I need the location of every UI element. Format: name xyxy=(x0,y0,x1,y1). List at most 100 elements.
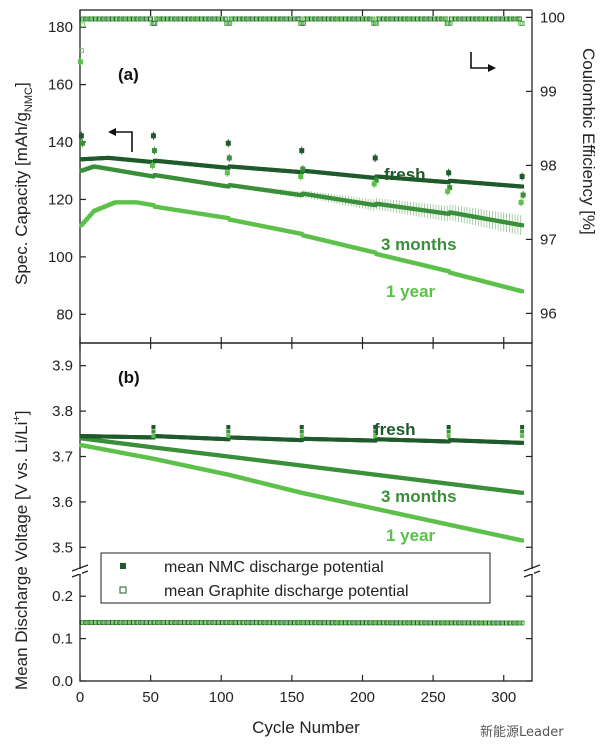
ce-baseline-point xyxy=(121,16,127,22)
graphite-potential-point xyxy=(211,620,217,626)
graphite-potential-point xyxy=(348,620,354,626)
graphite-potential-point xyxy=(355,620,361,626)
ce-baseline-point xyxy=(138,16,144,22)
ce-baseline-point xyxy=(214,16,220,22)
ce-baseline-point xyxy=(389,16,395,22)
graphite-potential-point xyxy=(354,620,360,626)
ce-baseline-point xyxy=(447,20,453,26)
ce-baseline-point xyxy=(406,16,412,22)
ce-point xyxy=(447,185,453,191)
graphite-potential-point xyxy=(101,620,107,625)
ce-baseline-point xyxy=(165,16,170,22)
graphite-potential-point xyxy=(495,620,501,626)
ce-baseline-point xyxy=(451,16,457,22)
graphite-potential-point xyxy=(467,620,473,626)
graphite-potential-point xyxy=(128,620,134,625)
ce-point xyxy=(226,155,232,161)
graphite-potential-point xyxy=(362,620,368,626)
label-fresh-b: fresh xyxy=(374,420,416,439)
graphite-potential-point xyxy=(447,620,453,626)
graphite-potential-point xyxy=(227,620,233,626)
ce-baseline-point xyxy=(112,16,118,22)
graphite-potential-point xyxy=(323,620,329,626)
graphite-potential-point xyxy=(278,620,283,626)
graphite-potential-point xyxy=(340,620,346,626)
ce-baseline-point xyxy=(369,16,375,22)
graphite-potential-point xyxy=(415,620,420,626)
graphite-potential-point xyxy=(511,620,517,626)
y-tick-label-a-right: 97 xyxy=(540,231,557,248)
ce-baseline-point xyxy=(153,16,159,22)
ce-baseline-point xyxy=(319,16,324,22)
graphite-potential-point xyxy=(228,620,234,626)
label-fresh-a: fresh xyxy=(384,165,426,184)
ce-baseline-point xyxy=(444,20,450,26)
ce-baseline-point xyxy=(317,16,323,22)
ce-baseline-point xyxy=(114,16,120,22)
ce-baseline-point xyxy=(101,16,107,22)
ce-baseline-point xyxy=(84,16,90,22)
graphite-potential-point xyxy=(224,620,230,626)
graphite-potential-point xyxy=(182,620,187,625)
graphite-potential-point xyxy=(518,620,524,626)
ce-baseline-point xyxy=(273,16,279,22)
ce-point xyxy=(520,192,526,198)
ce-baseline-point xyxy=(320,16,326,22)
y-tick-label-a-left: 140 xyxy=(48,134,73,151)
ce-baseline-point xyxy=(379,16,385,22)
ce-baseline-point xyxy=(100,16,105,22)
ce-baseline-point xyxy=(497,16,502,22)
graphite-potential-point xyxy=(295,620,300,626)
graphite-potential-point xyxy=(265,620,271,626)
y-tick-label-a-left: 120 xyxy=(48,191,73,208)
graphite-potential-point xyxy=(110,620,115,625)
graphite-potential-point xyxy=(480,620,485,626)
graphite-potential-point xyxy=(454,620,460,626)
graphite-potential-point xyxy=(432,620,437,626)
graphite-potential-point xyxy=(484,620,490,626)
ce-baseline-point xyxy=(412,16,418,22)
ce-baseline-point xyxy=(262,16,268,22)
ce-baseline-point xyxy=(425,16,430,22)
graphite-potential-point xyxy=(316,620,322,626)
ce-baseline-point xyxy=(384,16,389,22)
ce-baseline-point xyxy=(145,16,151,22)
graphite-potential-point xyxy=(497,620,502,626)
y-tick-label-a-left: 80 xyxy=(56,306,73,323)
ce-baseline-point xyxy=(494,16,500,22)
graphite-potential-point xyxy=(398,620,404,626)
ce-baseline-point xyxy=(91,16,97,22)
ce-baseline-point xyxy=(175,16,180,22)
ce-baseline-point xyxy=(357,16,363,22)
graphite-potential-point xyxy=(290,620,296,626)
ce-baseline-point xyxy=(245,16,251,22)
ce-baseline-point xyxy=(173,16,179,22)
voltage-checkup-point xyxy=(446,429,451,434)
ce-baseline-point xyxy=(279,16,285,22)
graphite-potential-point xyxy=(501,620,507,626)
ce-baseline-point xyxy=(155,16,161,22)
graphite-potential-point xyxy=(169,620,175,625)
ce-baseline-point xyxy=(203,16,209,22)
ce-baseline-point xyxy=(149,20,155,26)
ce-baseline-point xyxy=(216,16,221,22)
graphite-potential-point xyxy=(184,620,190,625)
ce-baseline-point xyxy=(453,16,459,22)
label-3months-a: 3 months xyxy=(381,235,457,254)
ce-baseline-point xyxy=(199,16,204,22)
ce-baseline-point xyxy=(256,16,262,22)
graphite-potential-point xyxy=(336,620,341,626)
graphite-potential-point xyxy=(100,620,105,625)
graphite-potential-point xyxy=(504,620,509,626)
ce-baseline-point xyxy=(405,16,411,22)
graphite-potential-point xyxy=(300,620,306,626)
ce-point xyxy=(298,174,304,179)
ce-point xyxy=(77,59,83,65)
ce-baseline-point xyxy=(118,16,124,22)
graphite-potential-point xyxy=(471,620,477,626)
ce-baseline-point xyxy=(378,16,384,22)
ce-baseline-point xyxy=(480,16,485,22)
graphite-potential-point xyxy=(368,620,374,626)
graphite-potential-point xyxy=(207,620,213,626)
